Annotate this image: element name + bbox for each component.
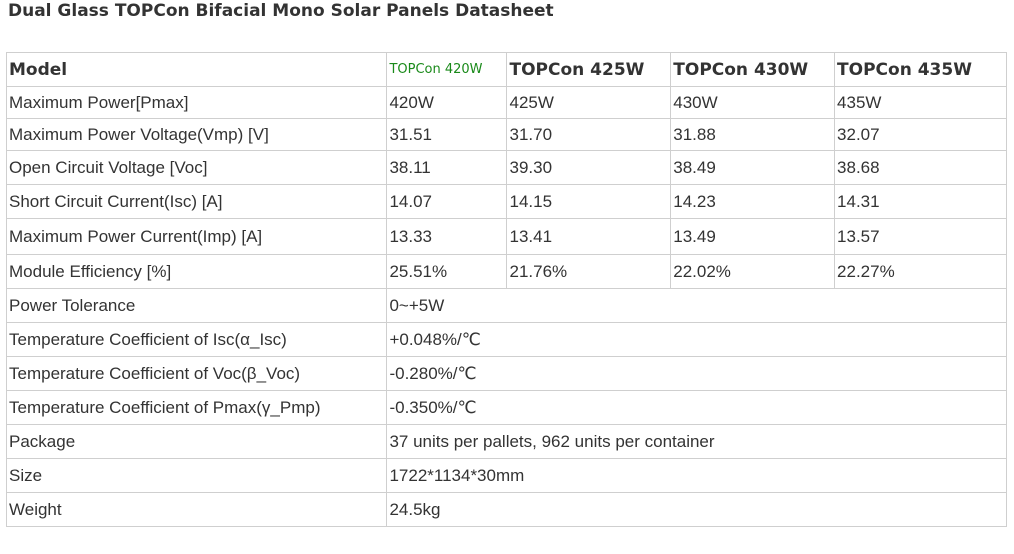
cell-value: 21.76% bbox=[506, 254, 672, 289]
cell-value: 39.30 bbox=[506, 150, 672, 185]
row-label: Open Circuit Voltage [Voc] bbox=[5, 150, 388, 185]
cell-value: 14.15 bbox=[506, 184, 672, 219]
row-label: Size bbox=[5, 458, 388, 493]
cell-value: 31.70 bbox=[506, 118, 672, 151]
table-row: Temperature Coefficient of Voc(β_Voc) -0… bbox=[5, 356, 1007, 391]
row-label: Module Efficiency [%] bbox=[5, 254, 388, 289]
table-row: Package 37 units per pallets, 962 units … bbox=[5, 424, 1007, 459]
row-label: Maximum Power[Pmax] bbox=[5, 86, 388, 119]
row-label: Package bbox=[5, 424, 388, 459]
table-row: Size 1722*1134*30mm bbox=[5, 458, 1007, 493]
cell-value: 32.07 bbox=[834, 118, 1007, 151]
cell-value: 22.27% bbox=[834, 254, 1007, 289]
table-row: Open Circuit Voltage [Voc] 38.11 39.30 3… bbox=[5, 150, 1007, 185]
datasheet-table: Model TOPCon 420W TOPCon 425W TOPCon 430… bbox=[5, 52, 1007, 527]
model-header-425: TOPCon 425W bbox=[506, 52, 672, 87]
model-header-435: TOPCon 435W bbox=[834, 52, 1007, 87]
table-row: Power Tolerance 0~+5W bbox=[5, 288, 1007, 323]
table-row: Weight 24.5kg bbox=[5, 492, 1007, 527]
cell-value: -0.350%/℃ bbox=[386, 390, 1007, 425]
cell-value: 22.02% bbox=[670, 254, 836, 289]
header-label: Model bbox=[5, 52, 388, 87]
cell-value: 31.51 bbox=[386, 118, 508, 151]
row-label: Temperature Coefficient of Pmax(γ_Pmp) bbox=[5, 390, 388, 425]
cell-value: 13.57 bbox=[834, 218, 1007, 255]
row-label: Weight bbox=[5, 492, 388, 527]
cell-value: 0~+5W bbox=[386, 288, 1007, 323]
cell-value: 24.5kg bbox=[386, 492, 1007, 527]
cell-value: 38.68 bbox=[834, 150, 1007, 185]
table-row: Maximum Power Voltage(Vmp) [V] 31.51 31.… bbox=[5, 118, 1007, 151]
model-header-420: TOPCon 420W bbox=[386, 52, 508, 87]
cell-value: 430W bbox=[670, 86, 836, 119]
cell-value: 425W bbox=[506, 86, 672, 119]
table-row: Temperature Coefficient of Isc(α_Isc) +0… bbox=[5, 322, 1007, 357]
cell-value: +0.048%/℃ bbox=[386, 322, 1007, 357]
cell-value: 14.31 bbox=[834, 184, 1007, 219]
row-label: Maximum Power Voltage(Vmp) [V] bbox=[5, 118, 388, 151]
table-row: Short Circuit Current(Isc) [A] 14.07 14.… bbox=[5, 184, 1007, 219]
row-label: Maximum Power Current(Imp) [A] bbox=[5, 218, 388, 255]
table-row: Module Efficiency [%] 25.51% 21.76% 22.0… bbox=[5, 254, 1007, 289]
cell-value: 14.07 bbox=[386, 184, 508, 219]
cell-value: 31.88 bbox=[670, 118, 836, 151]
page-title: Dual Glass TOPCon Bifacial Mono Solar Pa… bbox=[8, 1, 554, 21]
cell-value: 13.41 bbox=[506, 218, 672, 255]
table-row: Maximum Power[Pmax] 420W 425W 430W 435W bbox=[5, 86, 1007, 119]
cell-value: 13.33 bbox=[386, 218, 508, 255]
cell-value: -0.280%/℃ bbox=[386, 356, 1007, 391]
cell-value: 1722*1134*30mm bbox=[386, 458, 1007, 493]
model-header-430: TOPCon 430W bbox=[670, 52, 836, 87]
cell-value: 38.49 bbox=[670, 150, 836, 185]
row-label: Short Circuit Current(Isc) [A] bbox=[5, 184, 388, 219]
header-row: Model TOPCon 420W TOPCon 425W TOPCon 430… bbox=[5, 52, 1007, 87]
cell-value: 25.51% bbox=[386, 254, 508, 289]
cell-value: 13.49 bbox=[670, 218, 836, 255]
row-label: Temperature Coefficient of Voc(β_Voc) bbox=[5, 356, 388, 391]
table-row: Temperature Coefficient of Pmax(γ_Pmp) -… bbox=[5, 390, 1007, 425]
cell-value: 14.23 bbox=[670, 184, 836, 219]
row-label: Power Tolerance bbox=[5, 288, 388, 323]
cell-value: 38.11 bbox=[386, 150, 508, 185]
cell-value: 37 units per pallets, 962 units per cont… bbox=[386, 424, 1007, 459]
cell-value: 420W bbox=[386, 86, 508, 119]
cell-value: 435W bbox=[834, 86, 1007, 119]
table-row: Maximum Power Current(Imp) [A] 13.33 13.… bbox=[5, 218, 1007, 255]
row-label: Temperature Coefficient of Isc(α_Isc) bbox=[5, 322, 388, 357]
